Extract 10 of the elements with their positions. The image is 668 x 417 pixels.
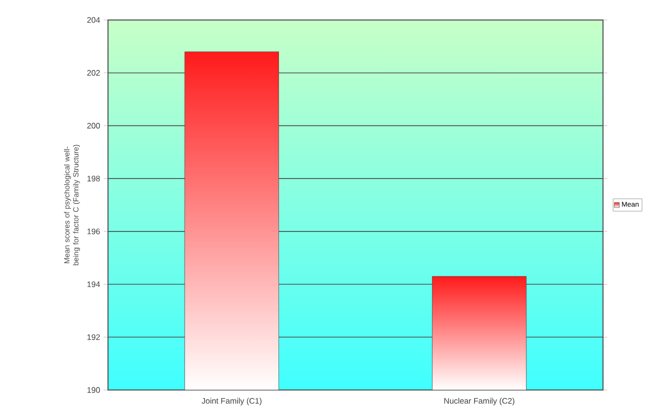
x-tick-label: Joint Family (C1) — [202, 398, 262, 406]
x-tick-label: Nuclear Family (C2) — [444, 398, 514, 406]
y-tick-label: 192 — [87, 334, 100, 340]
y-tick-label: 200 — [87, 122, 100, 129]
y-tick-label: 204 — [87, 17, 100, 23]
y-tick-label: 198 — [87, 176, 100, 182]
y-tick-label: 196 — [87, 228, 100, 234]
y-tick-label: 202 — [87, 70, 100, 76]
y-tick-label: 194 — [87, 281, 100, 288]
y-tick-label: 190 — [87, 387, 100, 393]
